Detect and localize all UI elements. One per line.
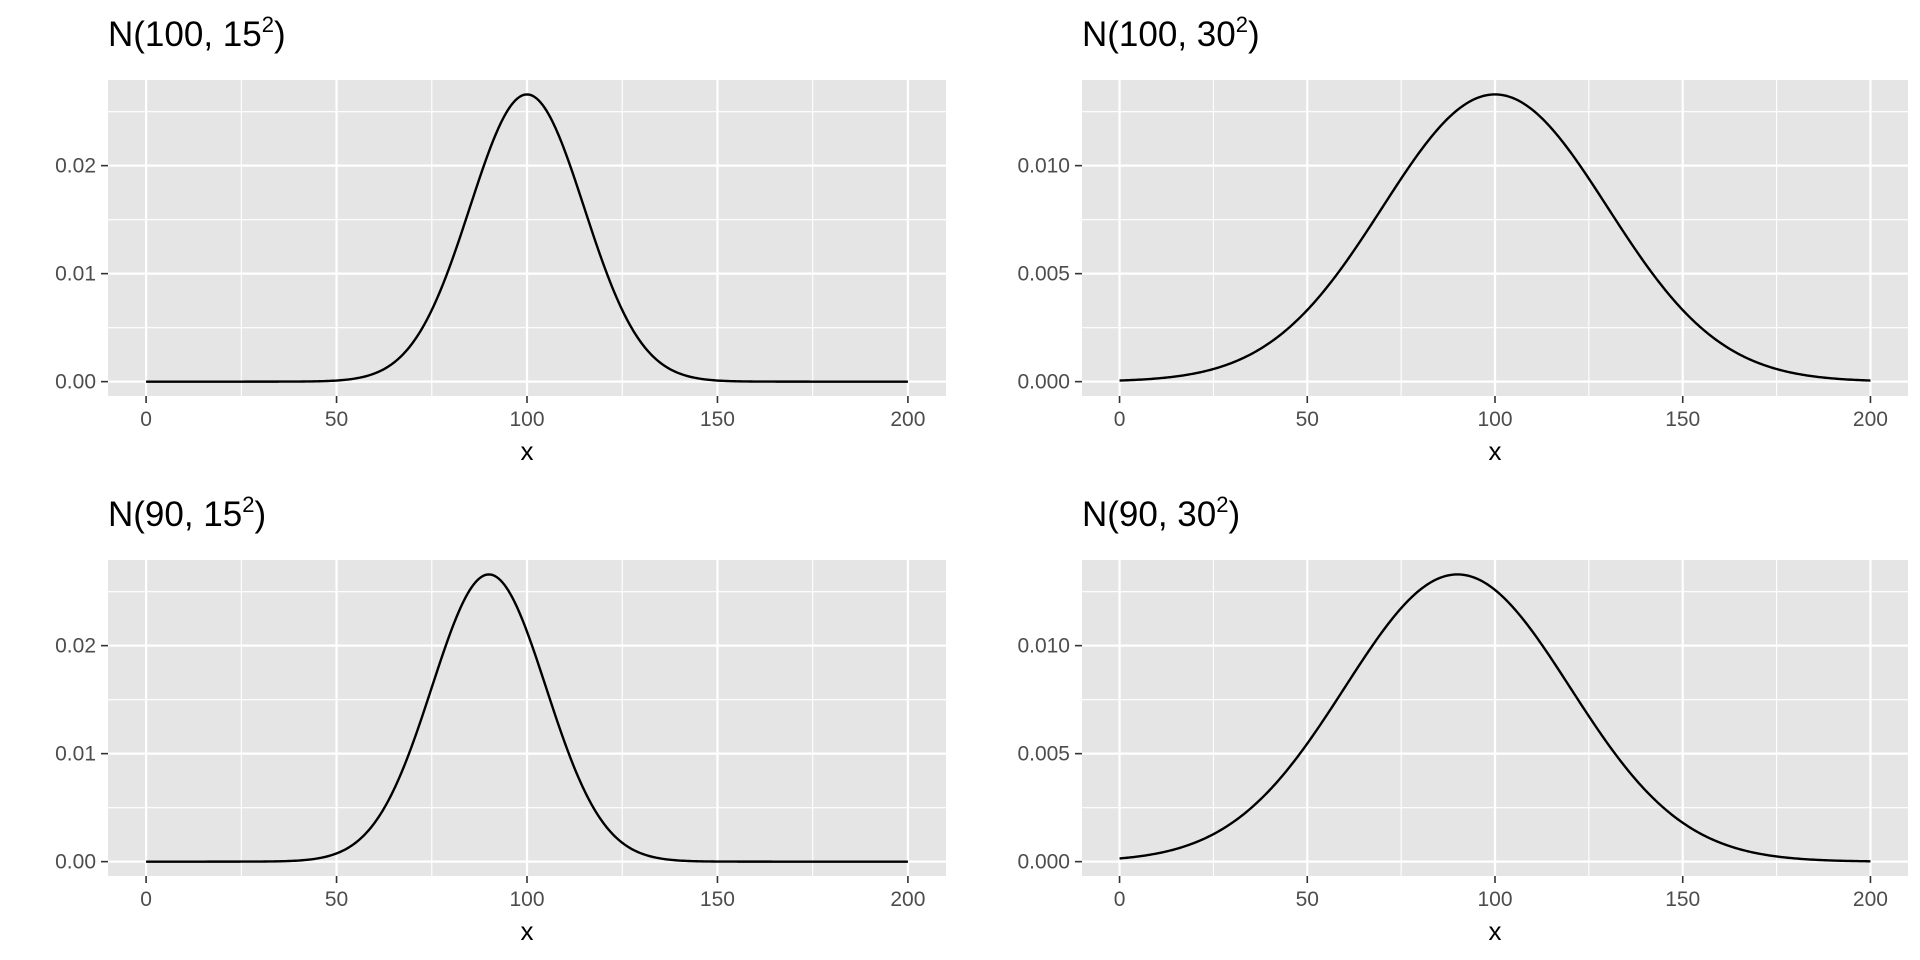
panel-1: 0 50 100 150 200 0.00 0.01 0.02 x N(100, 152) <box>55 12 946 466</box>
x-axis-title: x <box>1489 916 1502 946</box>
panel-title-close: ) <box>1248 15 1260 54</box>
x-tick-label: 0 <box>140 888 152 911</box>
panel-title-exponent: 2 <box>1216 492 1228 517</box>
x-axis-title: x <box>521 916 534 946</box>
density-curve <box>146 573 908 863</box>
panel-title-close: ) <box>1229 495 1241 534</box>
panel-title-exponent: 2 <box>262 12 274 37</box>
panel-3: 0 50 100 150 200 0.00 0.01 0.02 x N(90, 152) <box>55 492 946 946</box>
panel-title-base: N(100, 30 <box>1082 15 1236 54</box>
panel-2: 0 50 100 150 200 0.000 0.005 0.010 x N(100, 302) <box>1017 12 1908 466</box>
x-tick-label: 100 <box>1477 888 1512 911</box>
x-tick-label: 50 <box>325 408 348 431</box>
x-tick-label: 150 <box>1665 408 1700 431</box>
x-tick-label: 200 <box>1853 408 1888 431</box>
x-tick-label: 0 <box>140 408 152 431</box>
density-curve <box>1119 573 1871 863</box>
x-tick-label: 50 <box>1296 408 1319 431</box>
x-tick-label: 200 <box>890 888 925 911</box>
x-tick-label: 100 <box>1477 408 1512 431</box>
x-tick-label: 0 <box>1114 888 1126 911</box>
y-tick-label: 0.02 <box>55 155 96 178</box>
x-tick-label: 150 <box>700 408 735 431</box>
panel-title: N(90, 302) <box>1082 492 1240 534</box>
x-tick-label: 100 <box>509 408 544 431</box>
y-tick-label: 0.005 <box>1017 263 1070 286</box>
y-tick-label: 0.01 <box>55 743 96 766</box>
panel-title-close: ) <box>255 495 267 534</box>
x-tick-label: 200 <box>890 408 925 431</box>
x-tick-label: 50 <box>1296 888 1319 911</box>
y-tick-label: 0.005 <box>1017 743 1070 766</box>
panel-title-base: N(90, 30 <box>1082 495 1216 534</box>
panel-title: N(100, 302) <box>1082 12 1260 54</box>
y-tick-label: 0.00 <box>55 371 96 394</box>
panel-4: 0 50 100 150 200 0.000 0.005 0.010 x N(90, 302) <box>1017 492 1908 946</box>
y-tick-label: 0.010 <box>1017 635 1070 658</box>
y-tick-label: 0.01 <box>55 263 96 286</box>
panel-title: N(100, 152) <box>108 12 286 54</box>
x-tick-label: 150 <box>700 888 735 911</box>
density-curve <box>146 93 908 383</box>
panel-title-base: N(90, 15 <box>108 495 242 534</box>
x-tick-label: 0 <box>1114 408 1126 431</box>
panel-title-exponent: 2 <box>1236 12 1248 37</box>
y-tick-label: 0.010 <box>1017 155 1070 178</box>
x-axis-title: x <box>1489 436 1502 466</box>
panel-title-base: N(100, 15 <box>108 15 262 54</box>
y-tick-label: 0.000 <box>1017 851 1070 874</box>
panel-title-close: ) <box>274 15 286 54</box>
panel-title-exponent: 2 <box>242 492 254 517</box>
panel-title: N(90, 152) <box>108 492 266 534</box>
x-tick-label: 200 <box>1853 888 1888 911</box>
x-tick-label: 50 <box>325 888 348 911</box>
x-tick-label: 150 <box>1665 888 1700 911</box>
x-tick-label: 100 <box>509 888 544 911</box>
density-curve <box>1119 93 1871 382</box>
y-tick-label: 0.02 <box>55 635 96 658</box>
y-tick-label: 0.00 <box>55 851 96 874</box>
x-axis-title: x <box>521 436 534 466</box>
y-tick-label: 0.000 <box>1017 371 1070 394</box>
